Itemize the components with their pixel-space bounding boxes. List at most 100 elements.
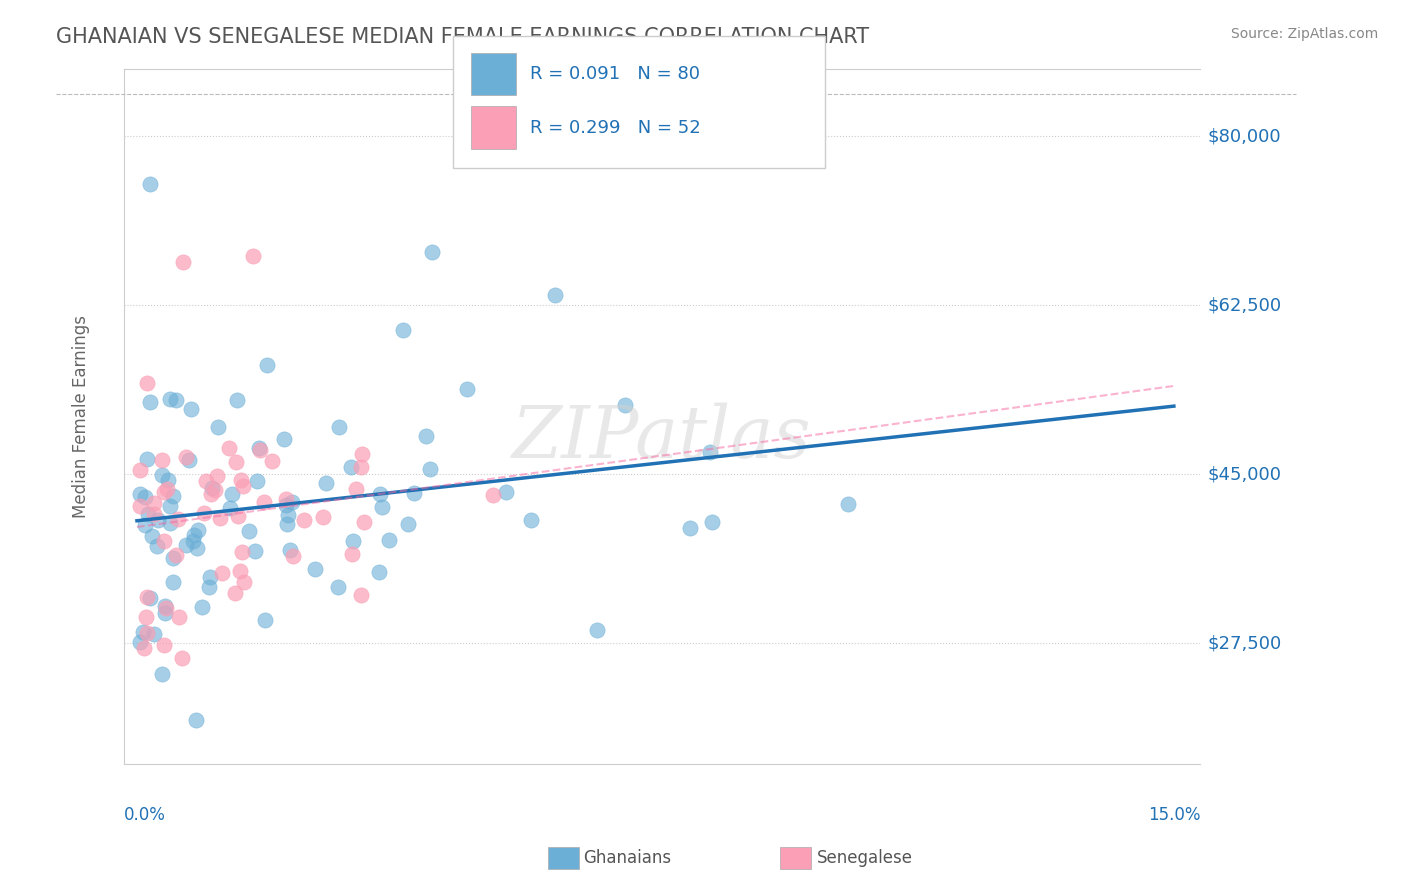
Point (420, 245, 443, 260)
Point (218, 500, 240, 515)
Text: Ghanaians: Ghanaians (583, 849, 672, 867)
Point (221, 487, 243, 501)
Point (242, 249, 264, 263)
Point (256, 359, 278, 373)
Point (174, 450, 197, 465)
Point (208, 511, 231, 525)
Point (159, 516, 181, 530)
Point (165, 548, 187, 562)
Point (246, 474, 269, 488)
Text: $62,500: $62,500 (1208, 296, 1281, 314)
Point (134, 517, 156, 532)
Point (245, 544, 267, 558)
Point (280, 543, 302, 558)
Point (679, 521, 702, 535)
Point (165, 393, 187, 408)
Point (142, 627, 165, 641)
Point (132, 641, 155, 656)
Text: 15.0%: 15.0% (1147, 806, 1201, 824)
Point (194, 474, 217, 488)
Point (207, 420, 229, 434)
Point (129, 463, 152, 477)
Point (520, 513, 543, 527)
Point (328, 420, 350, 434)
Point (368, 486, 391, 500)
Point (328, 580, 350, 594)
Point (162, 489, 184, 503)
Point (342, 533, 364, 548)
Point (193, 506, 215, 520)
Point (404, 486, 426, 500)
Point (276, 516, 298, 531)
Point (225, 392, 247, 407)
Point (232, 479, 254, 493)
Point (153, 606, 176, 620)
Text: R = 0.091   N = 80: R = 0.091 N = 80 (530, 65, 700, 83)
Point (135, 376, 157, 391)
Point (495, 485, 517, 500)
Point (225, 455, 247, 469)
Point (481, 488, 503, 502)
Point (141, 529, 163, 543)
Text: $27,500: $27,500 (1208, 634, 1281, 652)
Point (205, 469, 228, 483)
Point (378, 533, 401, 548)
Point (238, 524, 260, 538)
Point (229, 474, 252, 488)
Text: $45,000: $45,000 (1208, 466, 1281, 483)
Point (167, 610, 190, 624)
Point (150, 468, 173, 483)
Point (352, 447, 374, 461)
Point (172, 254, 194, 268)
Point (135, 452, 157, 467)
Point (148, 513, 170, 527)
Point (136, 626, 159, 640)
Point (200, 486, 222, 500)
Point (312, 509, 335, 524)
Text: $80,000: $80,000 (1208, 128, 1281, 145)
Point (153, 599, 176, 613)
Point (156, 482, 179, 496)
Text: Senegalese: Senegalese (817, 849, 912, 867)
Point (138, 591, 160, 606)
Point (153, 533, 176, 548)
Point (247, 442, 270, 456)
Point (186, 713, 208, 727)
Point (340, 460, 363, 475)
Point (419, 462, 441, 476)
Point (138, 394, 160, 409)
Point (456, 382, 478, 396)
Point (134, 490, 156, 504)
Point (183, 533, 205, 548)
Point (233, 574, 256, 589)
Point (353, 515, 375, 529)
Point (129, 487, 152, 501)
Point (156, 473, 179, 487)
Point (699, 445, 721, 459)
Point (152, 485, 174, 500)
Point (340, 548, 363, 562)
Point (198, 580, 221, 594)
Point (198, 570, 221, 584)
Point (350, 588, 373, 602)
Point (218, 442, 240, 456)
Point (260, 454, 283, 468)
Point (226, 508, 249, 523)
Point (150, 667, 173, 681)
Point (276, 498, 298, 512)
Point (837, 497, 859, 511)
Point (162, 551, 184, 566)
Point (139, 178, 162, 192)
Point (700, 515, 723, 529)
Point (231, 544, 253, 558)
Point (273, 432, 295, 446)
Text: GHANAIAN VS SENEGALESE MEDIAN FEMALE EARNINGS CORRELATION CHART: GHANAIAN VS SENEGALESE MEDIAN FEMALE EAR… (56, 27, 869, 46)
Point (315, 476, 337, 491)
Text: Source: ZipAtlas.com: Source: ZipAtlas.com (1230, 27, 1378, 41)
Point (253, 495, 276, 509)
Point (281, 495, 304, 509)
Point (143, 496, 166, 510)
Point (277, 508, 299, 522)
Point (204, 483, 226, 497)
Point (153, 638, 176, 652)
